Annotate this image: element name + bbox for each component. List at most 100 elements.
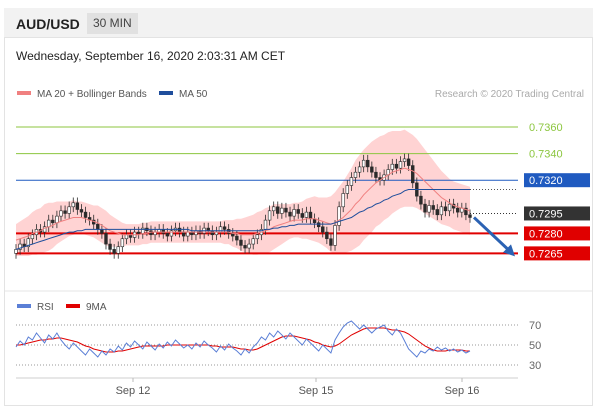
candle-body: [325, 231, 329, 240]
candle-body: [333, 225, 337, 246]
legend-9ma: 9MA: [86, 302, 107, 313]
candle-body: [108, 243, 112, 250]
level-label-3: 0.7295: [529, 208, 563, 220]
candle-body: [141, 227, 145, 234]
level-badge-5: [524, 246, 590, 261]
candle-body: [181, 231, 186, 237]
candle-body: [271, 206, 276, 212]
candle-body: [280, 207, 284, 214]
legend-ma50-swatch: [159, 91, 173, 95]
candle-body: [239, 239, 243, 246]
rsi-line: [15, 320, 471, 358]
level-badge-3: [524, 206, 590, 221]
candle-body: [435, 209, 439, 216]
candle-body: [337, 206, 341, 226]
x-tick-label-1: Sep 15: [299, 385, 334, 397]
candle-body: [186, 231, 190, 237]
candle-body: [316, 222, 321, 228]
candle-body: [341, 193, 345, 208]
candle-body: [194, 230, 198, 236]
level-labels: 0.7360 0.7340 0.7320 0.7295 0.7280 0.7265: [524, 122, 590, 261]
legend-ma50: MA 50: [179, 89, 208, 100]
candle-body: [226, 229, 231, 234]
level-label-0: 0.7360: [529, 122, 563, 134]
candle-body: [464, 207, 468, 216]
candle-body: [370, 166, 374, 173]
candle-body: [112, 249, 116, 254]
rsi-tick-1: 50: [529, 340, 541, 352]
candle-body: [411, 165, 415, 184]
candle-body: [165, 233, 170, 237]
price-plot: [14, 126, 518, 259]
level-badge-4: [524, 226, 590, 241]
candle-body: [161, 229, 165, 234]
candle-body: [51, 219, 55, 224]
rsi-tick-2: 30: [529, 360, 541, 372]
candle-body: [345, 185, 349, 194]
level-label-1: 0.7340: [529, 149, 563, 161]
projection-arrow-shaft: [472, 216, 510, 251]
candle-body: [361, 159, 366, 168]
candle-body: [55, 215, 59, 224]
candle-body: [427, 205, 431, 213]
legend-rsi: RSI: [37, 302, 54, 313]
candle-body: [308, 211, 313, 220]
candle-body: [402, 158, 407, 162]
candle-body: [304, 211, 309, 218]
candle-body: [169, 230, 174, 237]
level-label-5: 0.7265: [529, 248, 563, 260]
candle-body: [321, 226, 325, 233]
candle-body: [18, 243, 22, 250]
candle-body: [59, 210, 63, 217]
candle-body: [247, 243, 251, 249]
legend-rsi-swatch: [17, 304, 31, 308]
candle-body: [329, 238, 333, 246]
rsi-tick-0: 70: [529, 320, 541, 332]
candle-body: [296, 209, 300, 214]
candle-body: [251, 238, 255, 245]
candle-body: [137, 231, 141, 234]
candle-body: [431, 205, 435, 210]
rsi-plot: 70 50 30: [15, 320, 541, 372]
candle-body: [357, 166, 362, 173]
candle-body: [366, 159, 370, 168]
candle-body: [288, 211, 292, 217]
candle-body: [255, 234, 260, 240]
candle-body: [104, 233, 108, 245]
ma20-line: [15, 167, 471, 241]
candle-body: [83, 211, 88, 218]
candle-body: [243, 245, 247, 249]
candle-body: [292, 209, 296, 217]
candle-body: [439, 206, 444, 216]
candle-body: [300, 213, 305, 218]
candle-body: [263, 219, 268, 230]
candle-body: [284, 207, 288, 213]
legend-ma20-swatch: [17, 91, 31, 95]
candle-body: [96, 223, 100, 230]
credit-text: Research © 2020 Trading Central: [435, 89, 584, 100]
symbol-title: AUD/USD: [16, 16, 80, 32]
level-badge-2: [524, 173, 590, 188]
candle-body: [419, 195, 423, 205]
candle-body: [267, 210, 272, 221]
candle-body: [394, 163, 399, 169]
timeframe-badge[interactable]: 30 MIN: [87, 13, 138, 34]
candle-body: [120, 238, 125, 248]
candle-body: [26, 238, 30, 248]
level-label-4: 0.7280: [529, 228, 563, 240]
candle-body: [47, 219, 51, 228]
candle-body: [406, 158, 411, 166]
level-label-2: 0.7320: [529, 175, 563, 187]
candle-body: [447, 203, 452, 212]
candle-body: [177, 227, 182, 233]
candle-body: [71, 202, 75, 208]
bollinger-band: [16, 129, 470, 256]
candle-body: [443, 206, 448, 212]
x-tick-label-2: Sep 16: [445, 385, 480, 397]
candle-body: [30, 234, 35, 240]
candle-body: [349, 177, 354, 186]
candle-body: [456, 207, 460, 213]
x-axis-ticks: Sep 12 Sep 15 Sep 16: [116, 378, 480, 397]
candle-body: [63, 210, 67, 214]
